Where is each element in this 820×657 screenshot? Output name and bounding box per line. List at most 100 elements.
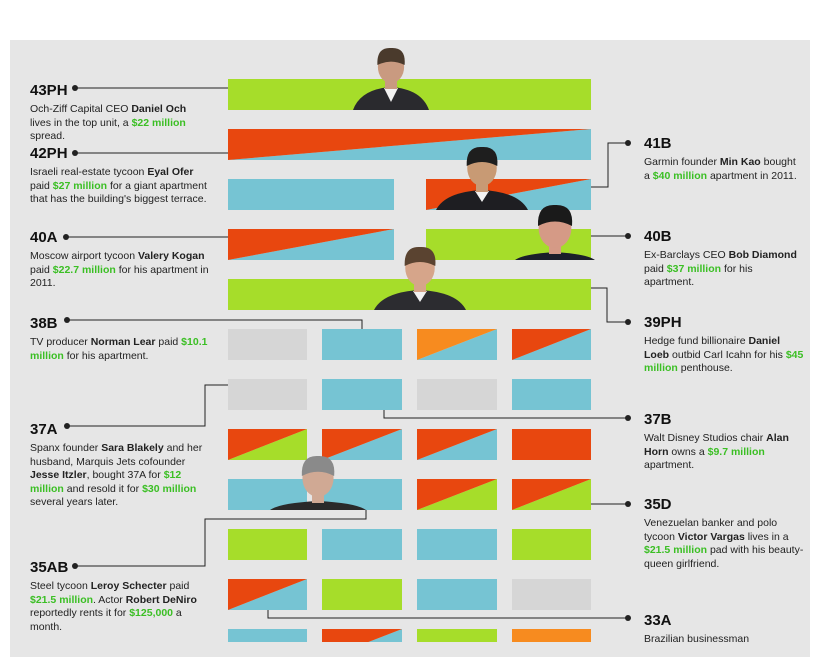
unit-41a	[228, 179, 394, 210]
description-text: reportedly rents it for	[30, 607, 130, 620]
unit-38b	[322, 329, 402, 360]
unit-32b	[322, 629, 402, 642]
unit-33d	[512, 579, 591, 610]
owner-name: Victor Vargas	[677, 530, 745, 543]
description-text: lives in the top unit, a	[30, 116, 132, 129]
unit-42ph	[228, 129, 591, 160]
unit-37a	[228, 379, 307, 410]
unit-fill	[512, 429, 591, 460]
unit-number: 40A	[30, 229, 58, 246]
leader-dot	[625, 615, 631, 621]
leader-line	[591, 287, 628, 323]
unit-fill-accent	[228, 579, 307, 610]
leader-line	[383, 410, 628, 419]
portrait-suit	[515, 252, 595, 260]
leader-40a	[63, 234, 228, 240]
unit-34a	[228, 529, 307, 560]
description-text: owns a	[668, 445, 708, 458]
price-text: $45 million	[644, 348, 804, 375]
price-text: $37 million	[666, 262, 722, 275]
owner-name: Leroy Schecter	[90, 580, 167, 592]
owner-name: Norman Lear	[90, 336, 156, 348]
unit-fill	[228, 179, 394, 210]
description-text: for his apartment in 2011.	[30, 263, 209, 290]
unit-38a	[228, 329, 307, 360]
description-text: Garmin founder	[644, 156, 720, 168]
leader-dot	[625, 233, 631, 239]
unit-38d	[512, 329, 591, 360]
label-description: Och-Ziff Capital CEO Daniel Och lives in…	[30, 103, 210, 144]
description-text: Moscow airport tycoon	[30, 250, 138, 262]
label-description: Hedge fund billionaire Daniel Loeb outbi…	[644, 335, 804, 376]
unit-32d	[512, 629, 591, 642]
unit-37c	[417, 379, 497, 410]
unit-fill-accent	[228, 429, 307, 460]
label-description: Spanx founder Sara Blakely and her husba…	[30, 442, 205, 510]
portrait-suit	[270, 501, 366, 510]
unit-fill-accent	[512, 329, 591, 360]
unit-number: 33A	[644, 612, 672, 629]
portrait-hair	[377, 47, 405, 65]
leader-dot	[72, 150, 78, 156]
leader-dot	[625, 501, 631, 507]
unit-fill-accent	[322, 429, 402, 460]
unit-number: 35AB	[30, 559, 69, 576]
unit-fill	[322, 379, 402, 410]
leader-dot	[625, 140, 631, 146]
unit-fill	[512, 529, 591, 560]
owner-name: Alan Horn	[644, 432, 789, 458]
unit-fill	[512, 579, 591, 610]
unit-36c	[417, 429, 497, 460]
portrait-daniel-loeb	[374, 246, 466, 310]
unit-36a	[228, 429, 307, 460]
unit-33a	[228, 579, 307, 610]
label-description: Garmin founder Min Kao bought a $40 mill…	[644, 156, 804, 183]
owner-name: Daniel Och	[131, 103, 187, 115]
description-text: several years later.	[30, 496, 119, 509]
unit-number: 42PH	[30, 145, 68, 162]
leader-line	[267, 610, 628, 619]
description-text: for his apartment.	[644, 262, 753, 289]
unit-fill	[512, 379, 591, 410]
unit-number: 39PH	[644, 314, 682, 331]
unit-number: 43PH	[30, 82, 68, 99]
unit-number: 40B	[644, 228, 672, 245]
description-text: Ex-Barclays CEO	[644, 249, 729, 261]
unit-fill	[512, 629, 591, 642]
unit-fill	[228, 379, 307, 410]
label-description: Steel tycoon Leroy Schecter paid $21.5 m…	[30, 580, 210, 634]
unit-36b	[322, 429, 402, 460]
label-40b: 40B Ex-Barclays CEO Bob Diamond paid $37…	[644, 228, 804, 290]
description-text: for his apartment.	[63, 349, 149, 362]
description-text: apartment.	[644, 459, 695, 472]
unit-fill-accent	[417, 429, 497, 460]
price-text: $21.5 million	[30, 593, 94, 606]
unit-fill	[228, 629, 307, 642]
owner-name: Sara Blakely	[101, 442, 164, 454]
unit-fill	[417, 579, 497, 610]
portrait-min-kao	[436, 146, 528, 210]
unit-number: 37B	[644, 411, 672, 428]
label-43ph: 43PH Och-Ziff Capital CEO Daniel Och liv…	[30, 82, 210, 144]
unit-33c	[417, 579, 497, 610]
description-text: for a giant apartment that has the build…	[30, 179, 207, 206]
description-text: pad with his beauty-queen girlfriend.	[644, 544, 804, 570]
label-37a: 37A Spanx founder Sara Blakely and her h…	[30, 421, 205, 510]
label-description: Israeli real-estate tycoon Eyal Ofer pai…	[30, 166, 210, 207]
description-text: paid	[644, 262, 667, 275]
unit-number: 37A	[30, 421, 58, 438]
price-text: $12 million	[30, 469, 182, 495]
unit-number: 41B	[644, 135, 672, 152]
description-text: spread.	[30, 130, 66, 143]
price-text: $22.7 million	[52, 263, 116, 276]
unit-32c	[417, 629, 497, 642]
unit-fill-accent	[512, 479, 591, 510]
description-text: bought a	[644, 156, 796, 182]
description-text: paid	[166, 580, 190, 592]
label-35d: 35D Venezuelan banker and polo tycoon Vi…	[644, 496, 804, 571]
description-text: paid	[30, 179, 53, 192]
portrait-hair	[404, 246, 436, 266]
label-38b: 38B TV producer Norman Lear paid $10.1 m…	[30, 315, 210, 363]
unit-fill-lower	[368, 629, 402, 642]
